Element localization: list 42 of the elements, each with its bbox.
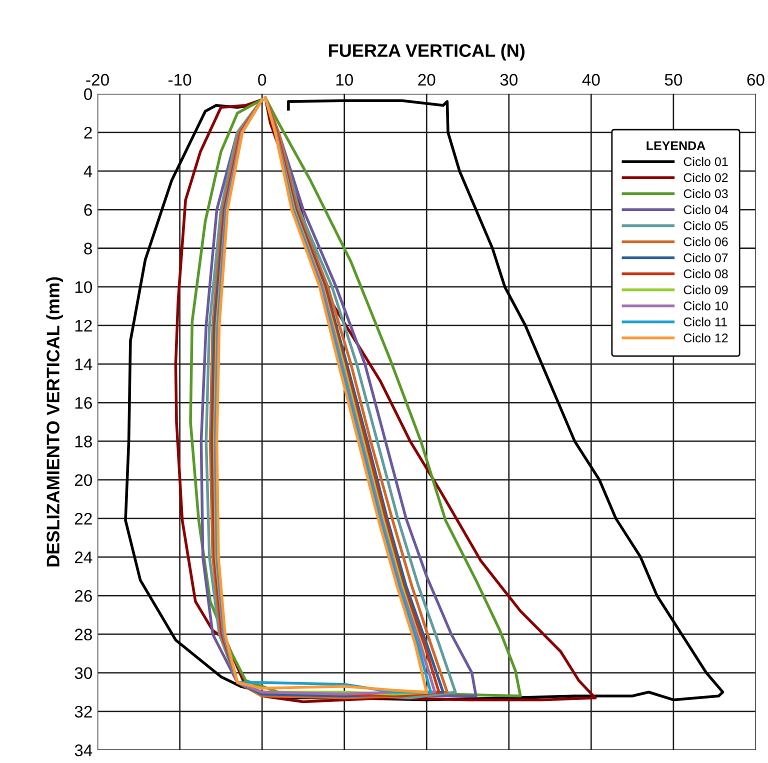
x-axis-title: FUERZA VERTICAL (N) bbox=[329, 44, 525, 61]
legend-label: Ciclo 05 bbox=[684, 221, 728, 230]
x-tick-label: 0 bbox=[258, 74, 266, 86]
y-axis-title: DESLIZAMIENTO VERTICAL (mm) bbox=[46, 277, 64, 566]
y-tick-label: 2 bbox=[84, 126, 92, 138]
y-tick-label: 14 bbox=[75, 358, 92, 370]
x-tick-label: 50 bbox=[664, 74, 682, 86]
legend-label: Ciclo 11 bbox=[684, 317, 727, 326]
x-tick-label: 60 bbox=[747, 74, 764, 86]
y-tick-label: 18 bbox=[75, 436, 92, 448]
y-tick-label: 26 bbox=[74, 590, 92, 602]
y-tick-label: 10 bbox=[75, 281, 92, 294]
y-tick-label: 30 bbox=[74, 667, 92, 680]
legend-label: Ciclo 02 bbox=[684, 172, 728, 182]
legend-label: Ciclo 09 bbox=[684, 285, 728, 294]
legend-label: Ciclo 08 bbox=[684, 269, 728, 278]
legend-label: Ciclo 03 bbox=[684, 188, 728, 198]
x-tick-label: 30 bbox=[500, 74, 518, 86]
y-tick-label: 28 bbox=[74, 628, 92, 640]
y-tick-label: 20 bbox=[74, 474, 92, 486]
legend-label: Ciclo 07 bbox=[684, 253, 728, 262]
y-tick-label: 32 bbox=[74, 706, 92, 718]
x-tick-label: 40 bbox=[582, 74, 600, 86]
y-tick-label: 34 bbox=[74, 744, 92, 756]
y-tick-label: 8 bbox=[84, 242, 92, 254]
y-tick-label: 24 bbox=[74, 551, 92, 564]
legend-label: Ciclo 04 bbox=[684, 204, 728, 214]
legend-label: Ciclo 06 bbox=[684, 237, 728, 246]
legend-label: Ciclo 10 bbox=[684, 301, 728, 310]
legend-label: Ciclo 12 bbox=[684, 333, 728, 342]
x-tick-label: -20 bbox=[86, 74, 109, 86]
x-tick-label: 10 bbox=[336, 74, 353, 86]
y-tick-label: 22 bbox=[74, 512, 92, 524]
x-tick-label: -10 bbox=[168, 74, 192, 86]
legend-title: LEYENDA bbox=[646, 141, 706, 150]
y-tick-label: 4 bbox=[84, 166, 92, 178]
legend-label: Ciclo 01 bbox=[684, 156, 728, 166]
y-tick-label: 0 bbox=[84, 88, 92, 100]
x-tick-label: 20 bbox=[418, 74, 436, 86]
y-tick-label: 6 bbox=[84, 204, 92, 216]
y-tick-label: 12 bbox=[75, 320, 92, 332]
y-tick-label: 16 bbox=[75, 397, 92, 409]
